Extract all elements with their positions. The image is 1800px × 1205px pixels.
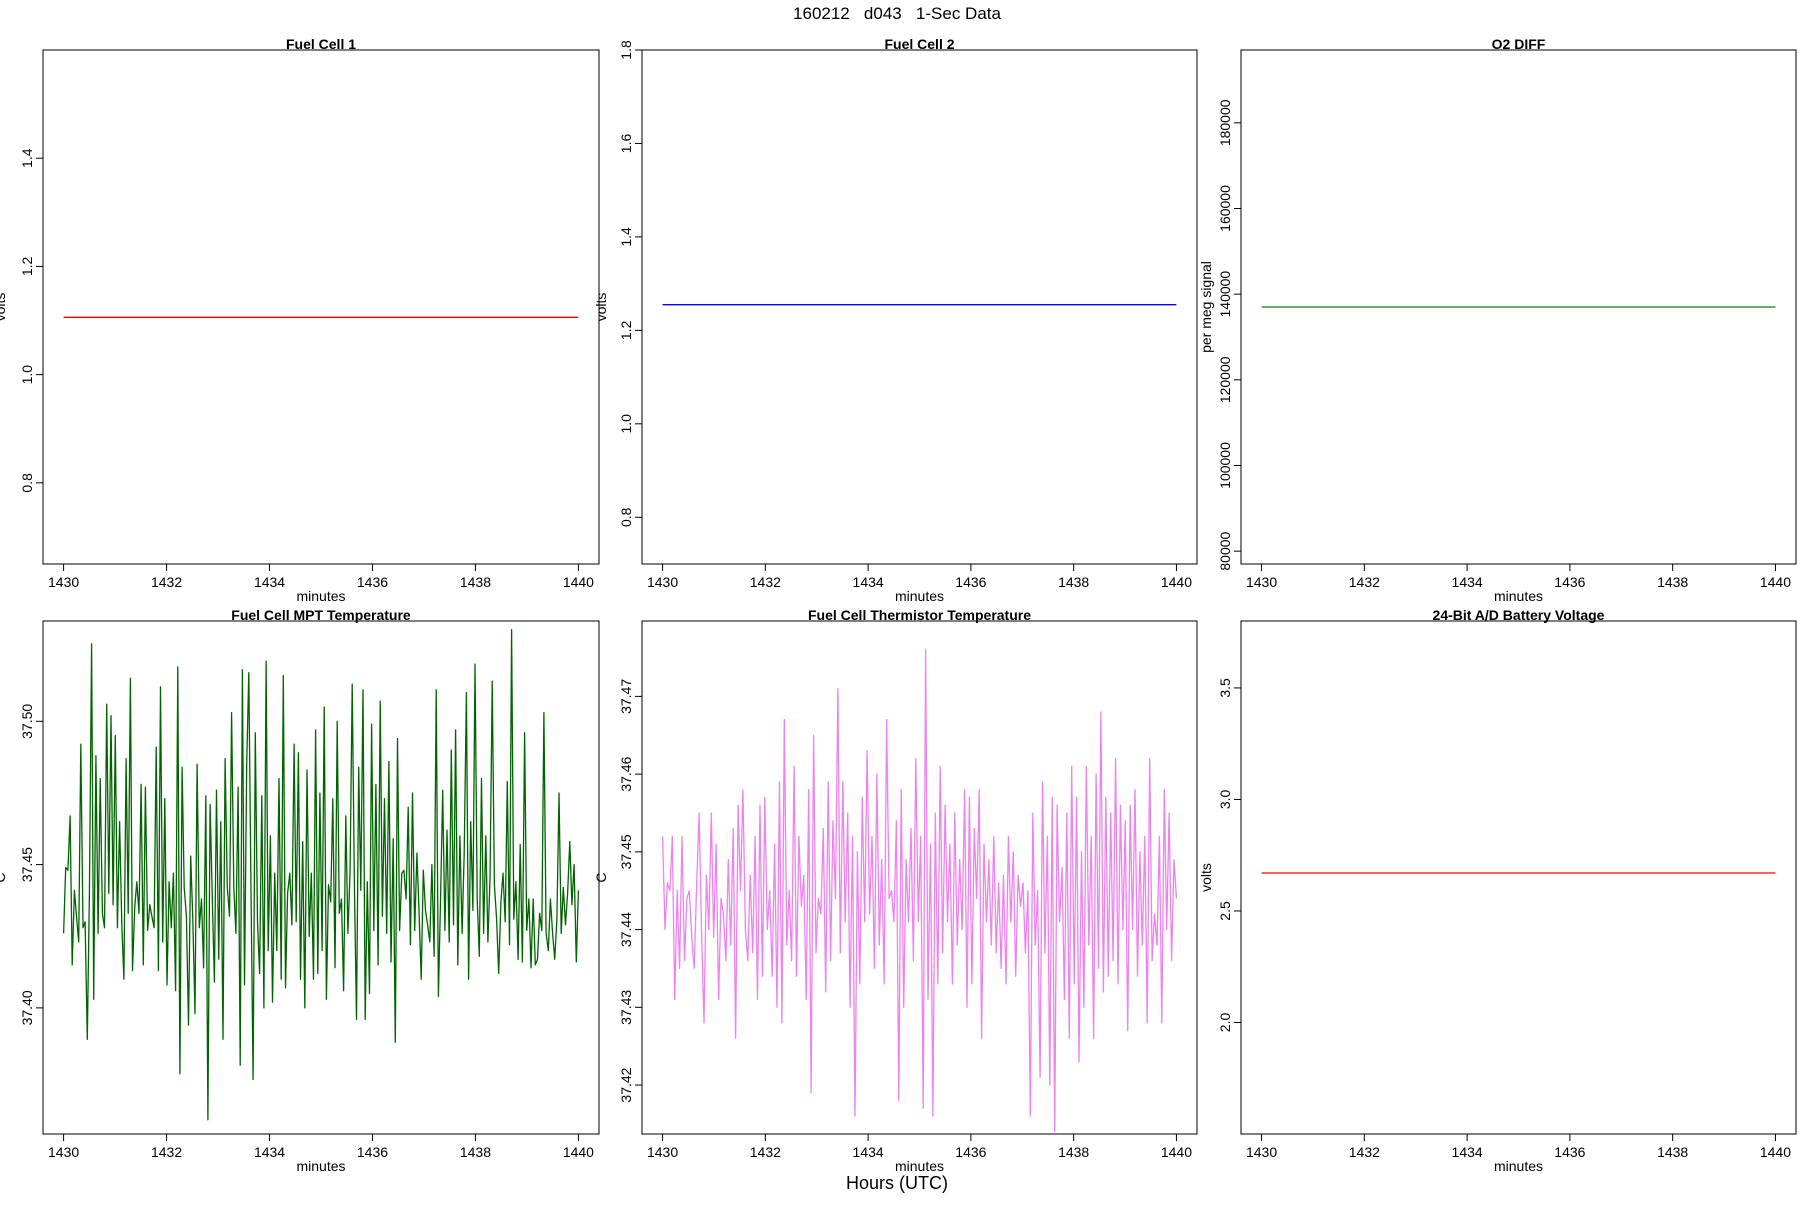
- y-axis-label: volts: [0, 293, 8, 322]
- y-axis-label: volts: [593, 293, 609, 322]
- y-tick-label: 3.5: [1217, 678, 1233, 698]
- panel-4: Fuel Cell MPT Temperature 1430 1432 1434 143…: [0, 607, 600, 1174]
- y-tick-label: 1.2: [19, 256, 35, 276]
- x-tick-label: 1434: [254, 574, 285, 590]
- y-tick-label: 37.50: [19, 704, 35, 739]
- figure-title: 160212 d043 1-Sec Data: [793, 4, 1001, 23]
- y-tick-label: 140000: [1217, 271, 1233, 318]
- figure-bottom-label: Hours (UTC): [846, 1173, 948, 1193]
- y-tick-label: 3.0: [1217, 789, 1233, 809]
- y-tick-label: 160000: [1217, 185, 1233, 232]
- x-tick-label: 1432: [750, 574, 781, 590]
- y-tick-label: 1.0: [618, 414, 634, 434]
- panel-5: Fuel Cell Thermistor Temperature 1430 1432…: [593, 607, 1198, 1174]
- y-axis-label: volts: [1198, 863, 1214, 892]
- x-tick-label: 1440: [563, 574, 594, 590]
- x-axis-label: minutes: [296, 588, 345, 604]
- y-tick-label: 120000: [1217, 356, 1233, 403]
- x-tick-label: 1430: [647, 1144, 678, 1160]
- x-tick-label: 1438: [1657, 1144, 1688, 1160]
- y-tick-label: 37.43: [618, 990, 634, 1025]
- x-tick-label: 1432: [750, 1144, 781, 1160]
- y-tick-label: 2.5: [1217, 901, 1233, 921]
- y-tick-label: 37.46: [618, 756, 634, 791]
- panel-title: Fuel Cell Thermistor Temperature: [808, 607, 1031, 623]
- x-tick-label: 1438: [460, 574, 491, 590]
- y-tick-label: 1.0: [19, 365, 35, 385]
- x-tick-label: 1430: [1246, 1144, 1277, 1160]
- y-tick-label: 180000: [1217, 99, 1233, 146]
- x-tick-label: 1440: [1161, 1144, 1192, 1160]
- x-tick-label: 1436: [955, 574, 986, 590]
- x-tick-label: 1436: [955, 1144, 986, 1160]
- plot-frame: [641, 49, 1198, 565]
- panel-3: O2 DIFF 1430 1432 1434 1436 1438 1440 minutes 80…: [1198, 36, 1797, 604]
- x-tick-label: 1436: [357, 574, 388, 590]
- x-tick-label: 1438: [460, 1144, 491, 1160]
- series-line: [661, 649, 1178, 1133]
- x-tick-label: 1432: [1349, 574, 1380, 590]
- y-tick-label: 1.6: [618, 134, 634, 154]
- x-axis-label: minutes: [1494, 588, 1543, 604]
- panel-1: Fuel Cell 1 1430 1432 1434 1436 1438 1440 minut…: [0, 36, 600, 604]
- x-axis-label: minutes: [296, 1158, 345, 1174]
- x-tick-label: 1430: [1246, 574, 1277, 590]
- panel-title: Fuel Cell 2: [884, 36, 954, 52]
- y-tick-label: 100000: [1217, 442, 1233, 489]
- x-tick-label: 1434: [853, 574, 884, 590]
- x-tick-label: 1430: [647, 574, 678, 590]
- panel-title: Fuel Cell MPT Temperature: [231, 607, 411, 623]
- x-tick-label: 1430: [48, 574, 79, 590]
- y-tick-label: 37.45: [618, 834, 634, 869]
- panel-6: 24-Bit A/D Battery Voltage 1430 1432 1434 14…: [1198, 607, 1797, 1174]
- x-tick-label: 1440: [1161, 574, 1192, 590]
- y-tick-label: 1.4: [19, 148, 35, 168]
- panel-title: O2 DIFF: [1492, 36, 1546, 52]
- x-tick-label: 1432: [151, 574, 182, 590]
- x-tick-label: 1438: [1058, 574, 1089, 590]
- x-axis-label: minutes: [895, 1158, 944, 1174]
- panel-title: Fuel Cell 1: [286, 36, 356, 52]
- x-tick-label: 1434: [1452, 574, 1483, 590]
- x-tick-label: 1430: [48, 1144, 79, 1160]
- y-tick-label: 0.8: [19, 473, 35, 493]
- x-tick-label: 1432: [1349, 1144, 1380, 1160]
- panel-title: 24-Bit A/D Battery Voltage: [1433, 607, 1605, 623]
- plot-frame: [1240, 620, 1797, 1135]
- x-tick-label: 1436: [1554, 1144, 1585, 1160]
- y-tick-label: 37.44: [618, 912, 634, 947]
- x-axis-label: minutes: [895, 588, 944, 604]
- x-axis-label: minutes: [1494, 1158, 1543, 1174]
- panel-2: Fuel Cell 2 1430 1432 1434 1436 1438 1440 minut…: [593, 36, 1198, 604]
- x-tick-label: 1432: [151, 1144, 182, 1160]
- x-tick-label: 1440: [563, 1144, 594, 1160]
- y-axis-label: per meg signal: [1198, 261, 1214, 353]
- y-tick-label: 1.4: [618, 227, 634, 247]
- y-tick-label: 37.40: [19, 990, 35, 1025]
- y-tick-label: 37.45: [19, 847, 35, 882]
- x-tick-label: 1434: [853, 1144, 884, 1160]
- y-tick-label: 1.8: [618, 40, 634, 60]
- y-tick-label: 37.42: [618, 1067, 634, 1102]
- x-tick-label: 1434: [254, 1144, 285, 1160]
- x-tick-label: 1434: [1452, 1144, 1483, 1160]
- x-tick-label: 1436: [357, 1144, 388, 1160]
- x-tick-label: 1436: [1554, 574, 1585, 590]
- y-tick-label: 80000: [1217, 531, 1233, 570]
- plot-frame: [42, 49, 600, 565]
- y-axis-label: C: [0, 872, 8, 882]
- y-tick-label: 1.2: [618, 320, 634, 340]
- y-axis-label: C: [593, 872, 609, 882]
- y-tick-label: 2.0: [1217, 1013, 1233, 1033]
- x-tick-label: 1440: [1760, 1144, 1791, 1160]
- y-tick-label: 0.8: [618, 507, 634, 527]
- series-line: [62, 628, 580, 1121]
- y-tick-label: 37.47: [618, 679, 634, 714]
- x-tick-label: 1440: [1760, 574, 1791, 590]
- x-tick-label: 1438: [1058, 1144, 1089, 1160]
- x-tick-label: 1438: [1657, 574, 1688, 590]
